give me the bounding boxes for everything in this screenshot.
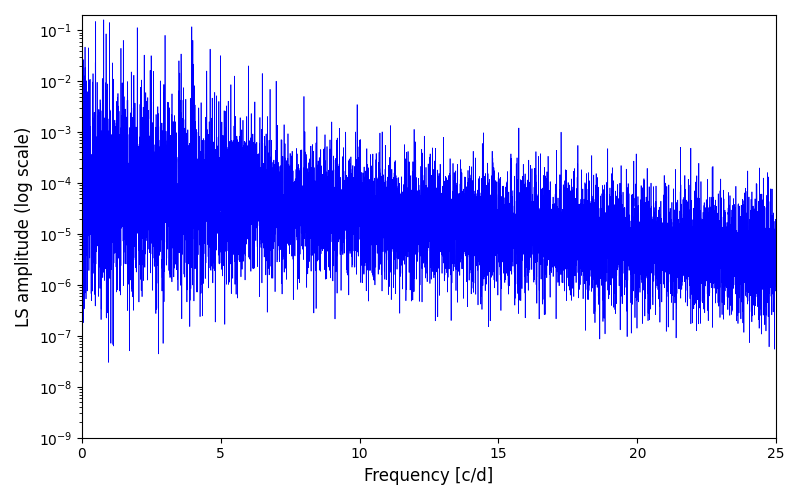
X-axis label: Frequency [c/d]: Frequency [c/d] xyxy=(364,467,494,485)
Y-axis label: LS amplitude (log scale): LS amplitude (log scale) xyxy=(15,126,33,326)
